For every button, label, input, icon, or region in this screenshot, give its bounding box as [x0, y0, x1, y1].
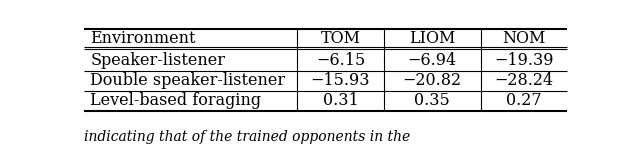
Text: indicating that of the trained opponents in the: indicating that of the trained opponents… — [85, 130, 411, 144]
Text: NOM: NOM — [502, 30, 546, 47]
Text: Double speaker-listener: Double speaker-listener — [90, 72, 286, 89]
Text: 0.31: 0.31 — [322, 92, 358, 109]
Text: 0.35: 0.35 — [414, 92, 450, 109]
Text: Environment: Environment — [90, 30, 196, 47]
Text: 0.27: 0.27 — [506, 92, 542, 109]
Text: Speaker-listener: Speaker-listener — [90, 52, 225, 69]
Text: TOM: TOM — [321, 30, 361, 47]
Text: −20.82: −20.82 — [403, 72, 462, 89]
Text: Level-based foraging: Level-based foraging — [90, 92, 261, 109]
Text: −6.15: −6.15 — [316, 52, 365, 69]
Text: −19.39: −19.39 — [494, 52, 554, 69]
Text: −6.94: −6.94 — [408, 52, 457, 69]
Text: −15.93: −15.93 — [311, 72, 370, 89]
Text: −28.24: −28.24 — [494, 72, 553, 89]
Text: LIOM: LIOM — [409, 30, 455, 47]
